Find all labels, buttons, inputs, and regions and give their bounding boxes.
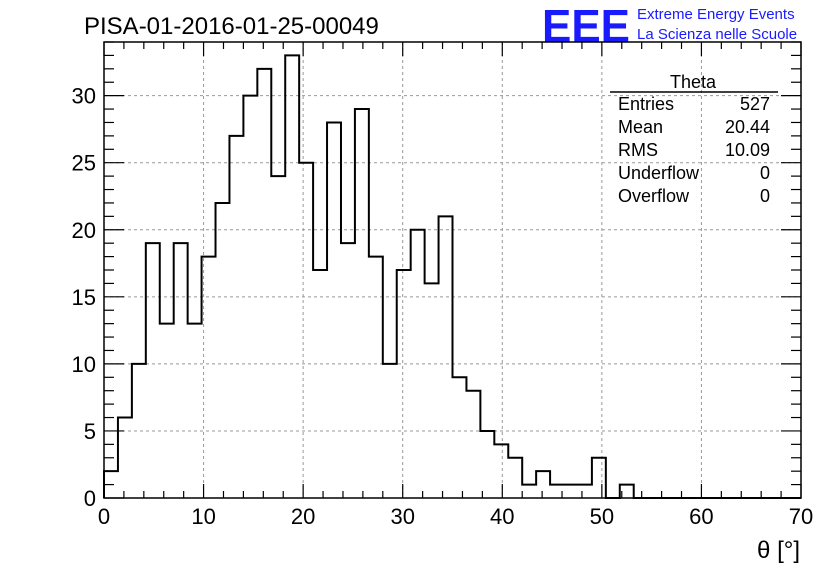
x-tick-label: 50 [590,504,614,529]
y-tick-label: 15 [72,285,96,310]
axis-ticks [103,41,802,499]
stats-row-value: 10.09 [725,140,770,160]
x-tick-label: 70 [789,504,813,529]
x-axis-label: θ [°] [757,537,800,564]
stats-row-label: Overflow [618,186,690,206]
stats-row-value: 0 [760,186,770,206]
stats-row-label: RMS [618,140,658,160]
x-tick-label: 0 [98,504,110,529]
y-tick-labels: 0 5 10 15 20 25 30 [72,84,96,511]
stats-row-label: Mean [618,117,663,137]
stats-title: Theta [670,72,717,92]
stats-box: Theta Entries 527 Mean 20.44 RMS 10.09 Underfl… [610,72,778,206]
logo-mark: EEE [542,0,630,52]
x-tick-label: 10 [191,504,215,529]
y-tick-label: 5 [84,419,96,444]
x-tick-label: 40 [490,504,514,529]
logo: EEE Extreme Energy Events La Scienza nel… [542,0,797,52]
logo-line-2: La Scienza nelle Scuole [637,26,797,43]
y-tick-label: 25 [72,151,96,176]
stats-row-label: Underflow [618,163,700,183]
y-tick-label: 0 [84,486,96,511]
stats-row-value: 527 [740,94,770,114]
stats-row-value: 0 [760,163,770,183]
histogram-series-line [103,54,801,499]
stats-row-label: Entries [618,94,674,114]
logo-line-1: Extreme Energy Events [637,6,795,23]
x-tick-label: 60 [689,504,713,529]
chart-title: PISA-01-2016-01-25-00049 [84,13,379,40]
y-tick-label: 10 [72,352,96,377]
y-tick-label: 20 [72,218,96,243]
stats-row-value: 20.44 [725,117,770,137]
x-tick-labels: 0 10 20 30 40 50 60 70 [98,504,813,529]
y-tick-label: 30 [72,84,96,109]
x-tick-label: 20 [291,504,315,529]
x-tick-label: 30 [390,504,414,529]
